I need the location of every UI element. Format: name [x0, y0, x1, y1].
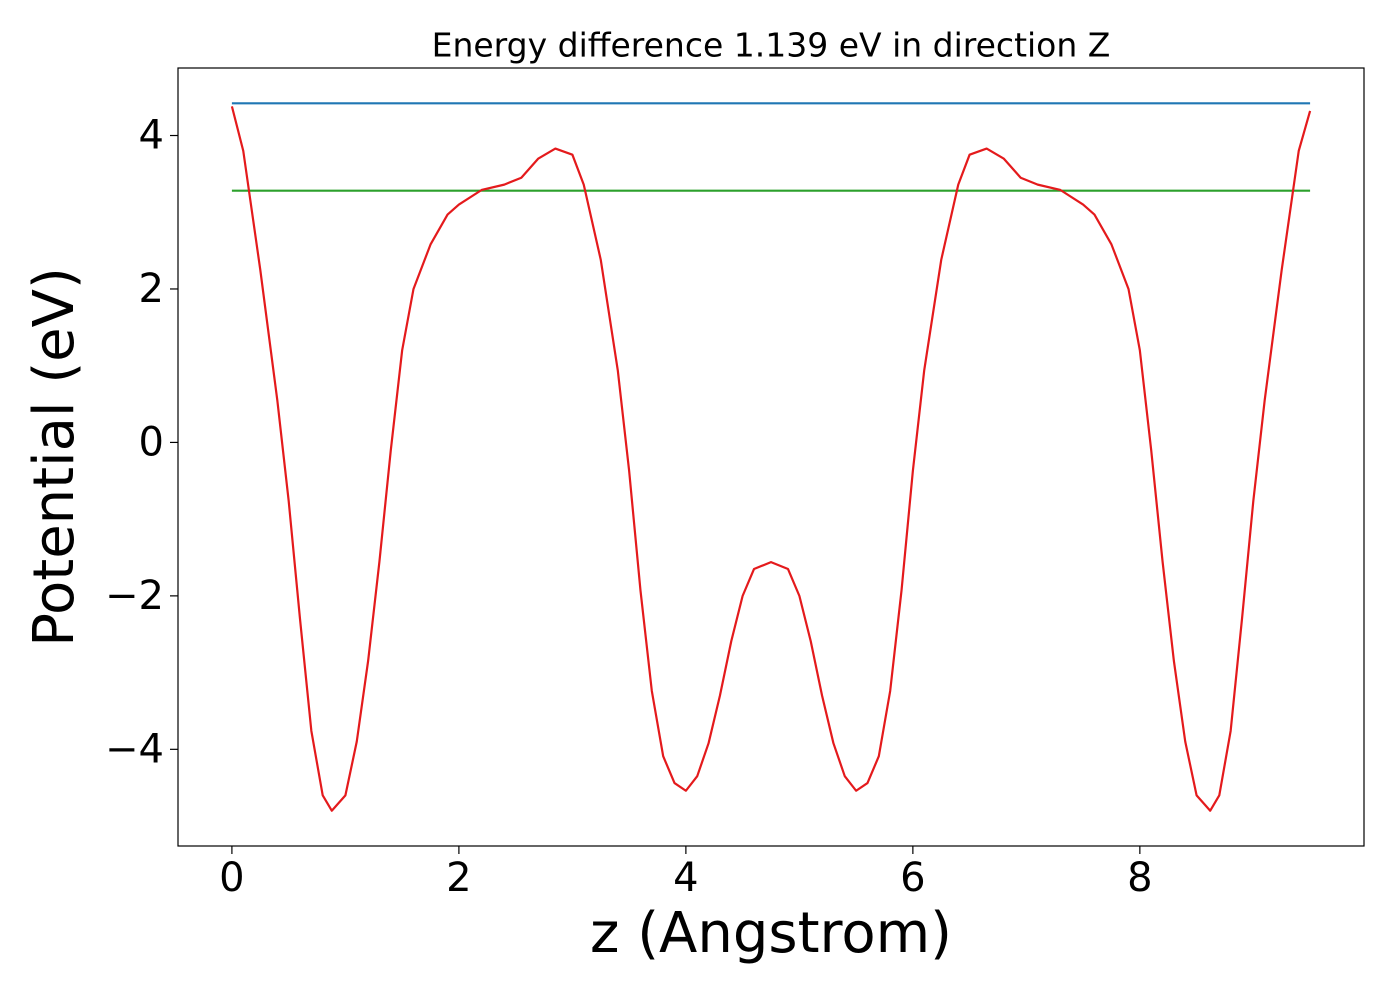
y-axis-label: Potential (eV) — [22, 267, 87, 647]
y-tick-label: 2 — [139, 266, 164, 312]
y-tick-label: −4 — [105, 726, 164, 772]
x-axis-label: z (Angstrom) — [590, 901, 952, 966]
x-tick-label: 6 — [900, 855, 925, 901]
y-tick-label: 0 — [139, 419, 164, 465]
plot-frame — [177, 67, 1365, 847]
y-tick-label: −2 — [105, 573, 164, 619]
line-series — [230, 106, 1312, 812]
x-tick-label: 8 — [1127, 855, 1152, 901]
x-tick-label: 0 — [219, 855, 244, 901]
x-tick-label: 2 — [446, 855, 471, 901]
x-tick-label: 4 — [673, 855, 698, 901]
chart-title: Energy difference 1.139 eV in direction … — [432, 26, 1111, 65]
y-tick-label: 4 — [139, 113, 164, 159]
